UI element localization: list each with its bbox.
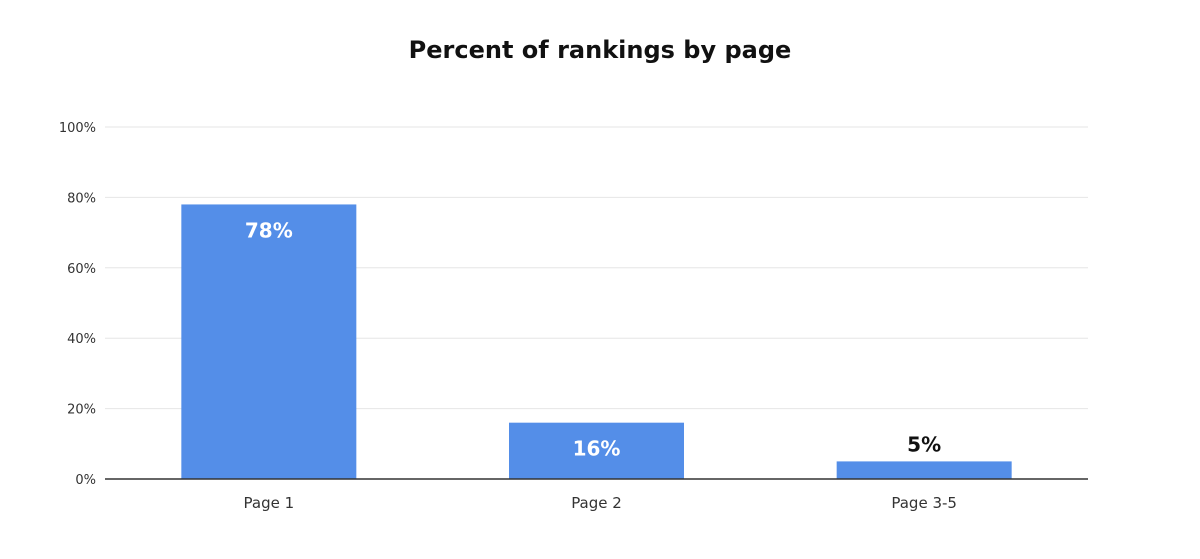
x-tick-label: Page 3-5 [891, 494, 957, 512]
bar [836, 461, 1012, 479]
y-tick-label: 60% [67, 262, 96, 277]
data-label: 5% [907, 432, 941, 456]
data-label: 78% [245, 218, 293, 242]
y-tick-label: 40% [67, 332, 96, 347]
y-tick-label: 100% [59, 121, 96, 136]
bar [509, 422, 684, 479]
chart-title: Percent of rankings by page [408, 36, 792, 64]
y-tick-label: 0% [75, 473, 96, 488]
y-tick-label: 80% [67, 191, 96, 206]
y-tick-label: 20% [67, 403, 96, 418]
bar [181, 204, 357, 479]
data-label: 16% [573, 437, 621, 461]
x-tick-label: Page 2 [571, 494, 622, 512]
x-tick-label: Page 1 [244, 494, 295, 512]
